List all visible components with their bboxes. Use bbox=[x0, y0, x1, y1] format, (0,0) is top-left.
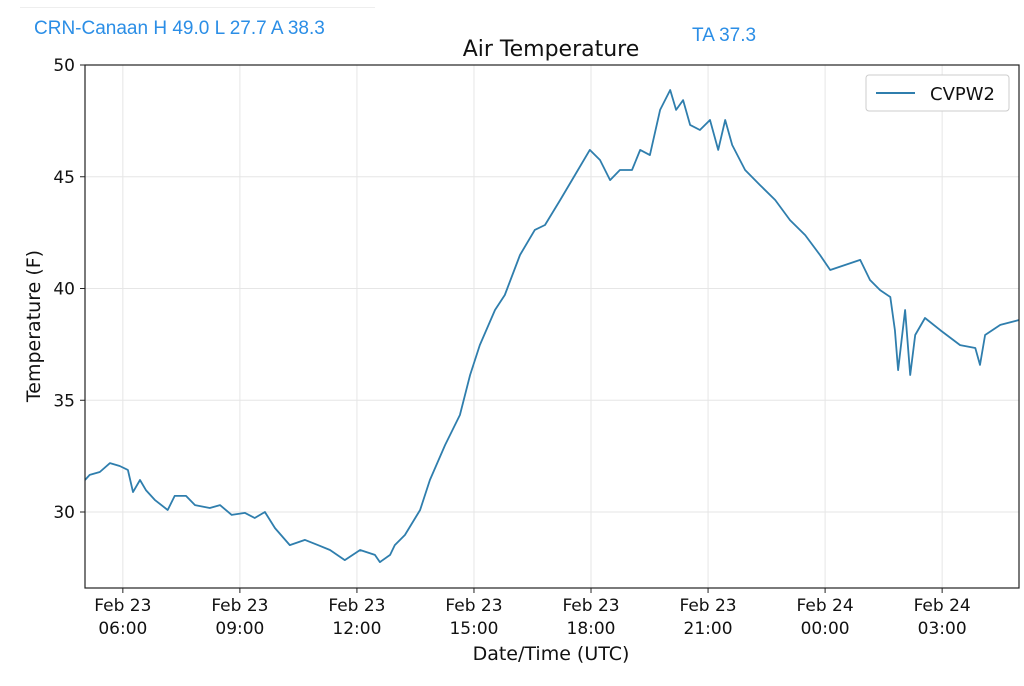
plot-frame bbox=[84, 64, 1020, 589]
y-tick-label: 30 bbox=[53, 503, 75, 523]
x-tick-label-date: Feb 23 bbox=[445, 596, 502, 616]
x-tick-label-time: 15:00 bbox=[449, 619, 498, 639]
x-tick-label-time: 09:00 bbox=[215, 619, 264, 639]
x-tick-label-time: 21:00 bbox=[684, 619, 733, 639]
x-tick-label-time: 12:00 bbox=[332, 619, 381, 639]
series-line-cvpw2 bbox=[84, 89, 1020, 563]
x-tick-label-date: Feb 23 bbox=[328, 596, 385, 616]
x-tick-label-date: Feb 24 bbox=[797, 596, 854, 616]
legend-label: CVPW2 bbox=[930, 84, 995, 105]
x-tick-label-time: 18:00 bbox=[567, 619, 616, 639]
y-tick-label: 35 bbox=[53, 391, 75, 411]
legend: CVPW2 bbox=[865, 74, 1010, 112]
chart-title: Air Temperature bbox=[463, 37, 640, 62]
legend-box bbox=[865, 74, 1010, 112]
y-tick-label: 50 bbox=[53, 56, 75, 76]
x-tick-label-date: Feb 23 bbox=[562, 596, 619, 616]
x-tick-label-time: 00:00 bbox=[801, 619, 850, 639]
x-tick-label-date: Feb 23 bbox=[679, 596, 736, 616]
y-tick-label: 45 bbox=[53, 168, 75, 188]
ta-value: TA 37.3 bbox=[692, 25, 757, 46]
header-divider bbox=[20, 7, 375, 8]
y-axis-label: Temperature (F) bbox=[23, 250, 45, 403]
y-tick-label: 40 bbox=[53, 280, 75, 300]
station-summary: CRN-Canaan H 49.0 L 27.7 A 38.3 bbox=[34, 18, 325, 39]
x-axis-label: Date/Time (UTC) bbox=[473, 643, 630, 665]
x-tick-label-date: Feb 23 bbox=[94, 596, 151, 616]
x-tick-label-date: Feb 24 bbox=[914, 596, 971, 616]
x-tick-label-time: 06:00 bbox=[98, 619, 147, 639]
x-tick-label-date: Feb 23 bbox=[211, 596, 268, 616]
x-tick-label-time: 03:00 bbox=[918, 619, 967, 639]
